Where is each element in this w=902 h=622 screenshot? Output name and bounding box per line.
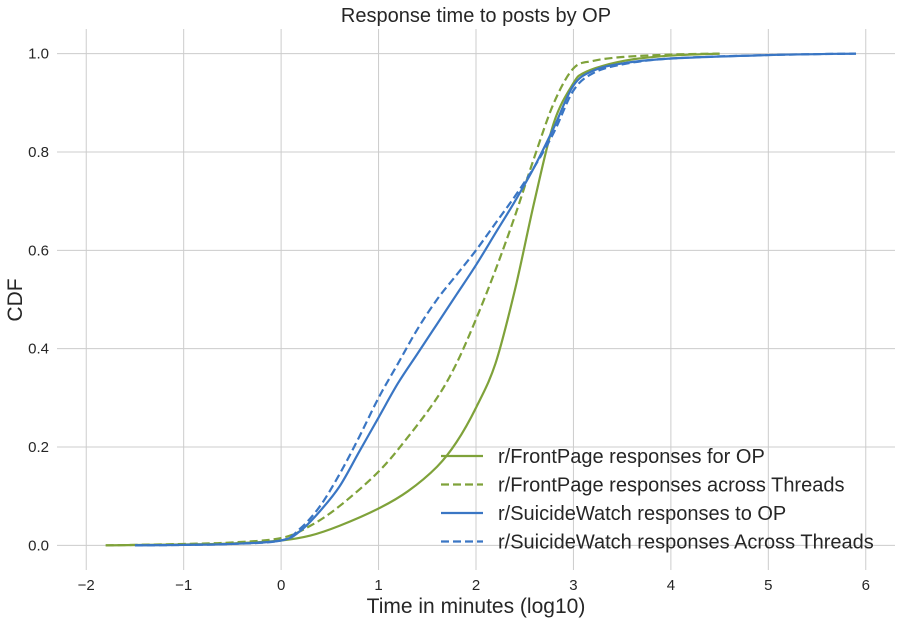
series-line-1: [105, 52, 720, 547]
series-line-2: [105, 52, 720, 547]
y-tick-label: 0.8: [28, 144, 49, 161]
y-tick-label: 0.4: [28, 341, 49, 358]
y-tick-label: 0.0: [28, 537, 49, 554]
y-tick-label: 1.0: [28, 46, 49, 63]
series-line-4: [134, 52, 857, 547]
legend-label: r/SuicideWatch responses Across Threads: [498, 532, 874, 554]
x-tick-label: 5: [764, 577, 772, 594]
x-tick-label: 2: [472, 577, 480, 594]
x-tick-label: 3: [569, 577, 577, 594]
x-axis-label: Time in minutes (log10): [367, 595, 586, 618]
legend-label: r/SuicideWatch responses to OP: [498, 503, 786, 525]
series-lines: [105, 52, 857, 547]
x-tick-label: 0: [277, 577, 285, 594]
legend-label: r/FrontPage responses across Threads: [498, 475, 844, 497]
y-axis-label: CDF: [4, 278, 27, 321]
legend-label: r/FrontPage responses for OP: [498, 446, 765, 468]
x-tick-label: 1: [374, 577, 382, 594]
legend: r/FrontPage responses for OP r/FrontPage …: [441, 446, 874, 554]
x-tick-labels: −2 −1 0 1 2 3 4 5 6: [78, 577, 870, 594]
x-tick-label: −1: [175, 577, 192, 594]
y-tick-label: 0.2: [28, 439, 49, 456]
x-tick-label: −2: [78, 577, 95, 594]
grid-lines: [57, 29, 895, 570]
series-line-3: [134, 52, 857, 547]
y-tick-labels: 0.0 0.2 0.4 0.6 0.8 1.0: [28, 46, 49, 555]
chart-title: Response time to posts by OP: [341, 5, 611, 27]
x-tick-label: 4: [667, 577, 675, 594]
x-tick-label: 6: [862, 577, 870, 594]
y-tick-label: 0.6: [28, 242, 49, 259]
